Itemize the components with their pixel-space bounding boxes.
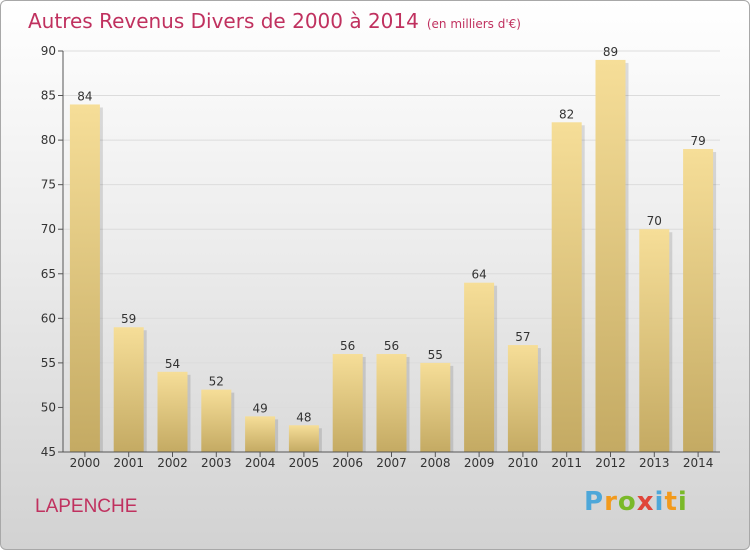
data-label: 64 [471, 268, 486, 282]
data-label: 49 [252, 401, 267, 415]
brand-letter: t [664, 487, 678, 517]
data-label: 82 [559, 107, 574, 121]
bars [69, 59, 717, 453]
bar [288, 425, 319, 452]
x-tick-label: 2001 [113, 456, 144, 470]
x-tick-label: 2006 [332, 456, 363, 470]
brand-letter: P [584, 487, 605, 517]
data-label: 55 [428, 348, 443, 362]
bar [157, 371, 188, 452]
brand-letter: i [677, 487, 688, 517]
y-tick-label: 55 [41, 356, 56, 370]
x-tick-label: 2010 [508, 456, 539, 470]
x-tick-label: 2004 [245, 456, 276, 470]
x-tick-label: 2008 [420, 456, 451, 470]
labels: 45 50 55 60 65 70 75 80 85 90 2000 84 2001 59 2002 54 20… [41, 44, 714, 470]
x-tick-label: 2011 [551, 456, 582, 470]
bar [376, 353, 407, 452]
data-label: 56 [340, 339, 355, 353]
brand-letter: r [604, 487, 618, 517]
data-label: 52 [209, 375, 224, 389]
x-tick-label: 2007 [376, 456, 407, 470]
y-tick-label: 90 [41, 44, 56, 58]
chart-title: Autres Revenus Divers de 2000 à 2014 (en … [28, 9, 521, 33]
x-tick-label: 2009 [464, 456, 495, 470]
y-tick-label: 70 [41, 222, 56, 236]
brand-logo: Proxiti [584, 487, 688, 517]
region-name: LAPENCHE [35, 496, 138, 517]
bar [245, 416, 276, 452]
y-tick-label: 50 [41, 400, 56, 414]
y-tick-label: 60 [41, 311, 56, 325]
brand-letter: x [636, 487, 655, 517]
data-label: 48 [296, 410, 311, 424]
data-label: 84 [77, 89, 92, 103]
bar [464, 282, 495, 452]
x-tick-label: 2005 [289, 456, 320, 470]
bar [201, 389, 232, 452]
bar [507, 345, 538, 452]
bar [639, 229, 670, 452]
brand-letter: i [654, 487, 665, 517]
bar [113, 327, 144, 452]
data-label: 79 [690, 134, 705, 148]
bar [595, 59, 626, 453]
x-tick-label: 2000 [70, 456, 101, 470]
y-tick-label: 80 [41, 133, 56, 147]
x-tick-label: 2002 [157, 456, 188, 470]
x-tick-label: 2013 [639, 456, 670, 470]
y-tick-label: 75 [41, 178, 56, 192]
y-tick-label: 45 [41, 445, 56, 459]
data-label: 70 [647, 214, 662, 228]
chart-title-text: Autres Revenus Divers de 2000 à 2014 [28, 9, 419, 33]
x-tick-label: 2014 [683, 456, 714, 470]
data-label: 56 [384, 339, 399, 353]
data-label: 59 [121, 312, 136, 326]
bar [683, 149, 714, 452]
data-label: 89 [603, 45, 618, 59]
y-tick-label: 85 [41, 89, 56, 103]
axes [58, 50, 720, 457]
x-tick-label: 2003 [201, 456, 232, 470]
bar [420, 362, 451, 452]
bar [69, 104, 100, 452]
data-label: 57 [515, 330, 530, 344]
bar [551, 122, 582, 453]
data-label: 54 [165, 357, 180, 371]
brand-letter: o [617, 487, 637, 517]
bar [332, 353, 363, 452]
x-tick-label: 2012 [595, 456, 626, 470]
chart-unit: (en milliers d'€) [426, 17, 521, 31]
y-tick-label: 65 [41, 267, 56, 281]
